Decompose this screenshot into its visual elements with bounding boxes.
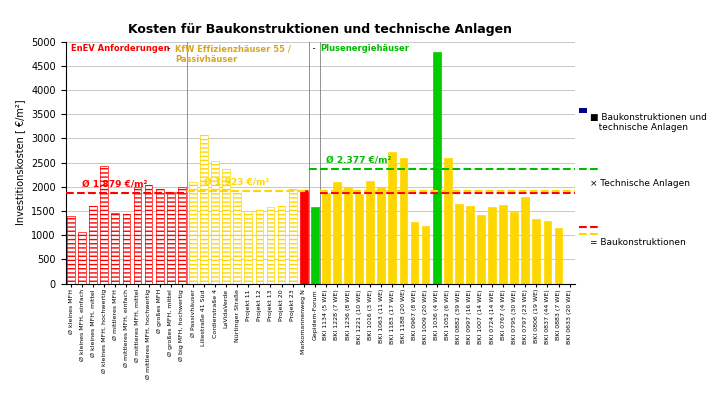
Text: -: - [310, 44, 318, 53]
Bar [411, 222, 419, 284]
Bar [555, 229, 562, 284]
Bar [277, 206, 285, 284]
Bar [90, 206, 97, 284]
Bar [222, 169, 230, 284]
Bar [178, 187, 186, 284]
Bar [256, 210, 264, 284]
Bar [466, 206, 474, 284]
Bar [311, 207, 319, 284]
Text: × Technische Anlagen: × Technische Anlagen [590, 179, 689, 188]
Bar [90, 206, 97, 284]
Bar [245, 211, 252, 284]
Bar [67, 216, 75, 284]
Text: Plusenergiehäuser: Plusenergiehäuser [320, 44, 409, 53]
Title: Kosten für Baukonstruktionen und technische Anlagen: Kosten für Baukonstruktionen und technis… [128, 23, 513, 36]
Text: Ø 2.377 €/m²: Ø 2.377 €/m² [326, 155, 392, 164]
Bar [134, 187, 141, 284]
Y-axis label: Investitionskosten [ €/m²]: Investitionskosten [ €/m²] [15, 100, 25, 226]
Bar [521, 197, 529, 284]
Bar [222, 169, 230, 284]
Bar [333, 183, 341, 284]
Bar [156, 189, 164, 284]
Bar [200, 135, 208, 284]
Text: -: - [165, 44, 173, 53]
Bar [200, 135, 208, 284]
Bar [189, 182, 197, 284]
Bar [134, 187, 141, 284]
Bar [300, 190, 307, 284]
Bar [111, 213, 119, 284]
Text: = Baukonstruktionen: = Baukonstruktionen [590, 238, 686, 247]
Bar [256, 210, 264, 284]
Bar [145, 185, 152, 284]
Bar [422, 226, 430, 284]
Bar [477, 215, 485, 284]
Bar [344, 187, 352, 284]
Bar [79, 232, 86, 284]
Bar [234, 193, 241, 284]
Bar [377, 187, 385, 284]
Bar [178, 187, 186, 284]
Text: Ø 1.923 €/m²: Ø 1.923 €/m² [204, 177, 269, 186]
Bar [122, 214, 130, 284]
Bar [122, 214, 130, 284]
Bar [488, 207, 496, 284]
Bar [400, 158, 407, 284]
Bar [432, 52, 440, 284]
Bar [277, 206, 285, 284]
Bar [532, 219, 540, 284]
Text: ■ Baukonstruktionen und
   technische Anlagen: ■ Baukonstruktionen und technische Anlag… [590, 113, 707, 132]
Bar [156, 189, 164, 284]
Bar [100, 166, 108, 284]
Text: EnEV Anforderungen: EnEV Anforderungen [71, 44, 169, 53]
Bar [389, 151, 396, 284]
Bar [79, 232, 86, 284]
Bar [211, 161, 219, 284]
Bar [355, 194, 363, 284]
Bar [245, 211, 252, 284]
Bar [322, 193, 330, 284]
Bar [289, 189, 296, 284]
Bar [544, 221, 551, 284]
Bar [289, 189, 296, 284]
Bar [189, 182, 197, 284]
Text: KfW Effizienzhäuser 55 /
Passivhäuser: KfW Effizienzhäuser 55 / Passivhäuser [175, 44, 291, 63]
Bar [167, 192, 175, 284]
Text: Ø 1.879 €/m²: Ø 1.879 €/m² [82, 179, 148, 188]
Bar [444, 158, 451, 284]
Bar [366, 181, 374, 284]
Bar [167, 192, 175, 284]
Bar [266, 207, 274, 284]
Bar [499, 205, 507, 284]
Bar [510, 212, 518, 284]
Bar [211, 161, 219, 284]
Bar [67, 216, 75, 284]
Bar [100, 166, 108, 284]
Bar [145, 185, 152, 284]
Bar [234, 193, 241, 284]
Bar [111, 213, 119, 284]
Bar [266, 207, 274, 284]
Bar [455, 204, 463, 284]
